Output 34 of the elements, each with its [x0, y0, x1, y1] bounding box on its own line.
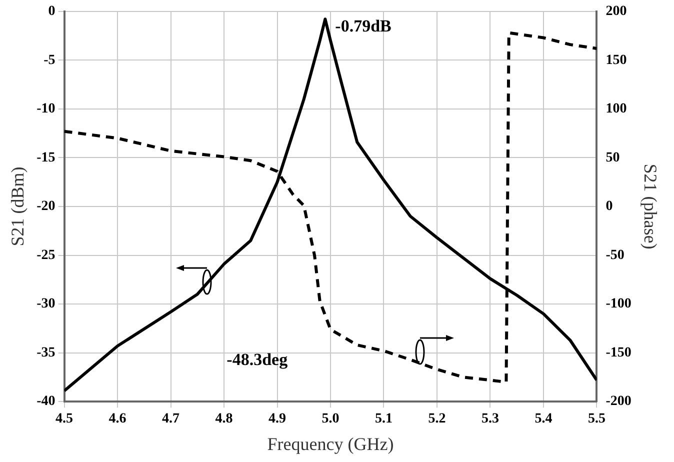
y-tick-label: -40 [36, 394, 56, 410]
x-tick-label: 4.5 [56, 412, 74, 427]
y-axis-title: S21 (dBm) [8, 166, 28, 246]
y2-tick-label: 50 [606, 150, 620, 166]
y-tick-label: -20 [36, 199, 56, 214]
x-tick-label: 5.1 [375, 412, 392, 427]
x-tick-label: 4.8 [215, 412, 233, 427]
y-tick-label: -35 [36, 345, 56, 360]
x-tick-label: 5.3 [481, 412, 499, 427]
y-tick-label: 0 [48, 4, 56, 20]
x-tick-label: 4.6 [108, 412, 126, 427]
x-axis-title: Frequency (GHz) [267, 434, 394, 454]
y2-tick-label: -150 [606, 345, 632, 360]
y2-tick-label: -200 [606, 394, 632, 410]
y-tick-label: -15 [36, 150, 56, 166]
y2-axis-title: S21 (phase) [640, 164, 660, 250]
y2-tick-label: 150 [606, 52, 627, 68]
y2-tick-label: 200 [606, 4, 627, 20]
x-tick-label: 4.9 [268, 412, 286, 427]
y-tick-label: -25 [36, 248, 56, 263]
annotation: -48.3deg [226, 350, 288, 370]
y-tick-label: -30 [36, 296, 56, 312]
x-tick-label: 5.4 [534, 412, 552, 427]
x-tick-label: 4.7 [162, 412, 180, 427]
x-tick-label: 5.0 [322, 412, 340, 427]
y-tick-label: -5 [44, 52, 56, 68]
y2-tick-label: -100 [606, 296, 632, 312]
annotation: -0.79dB [335, 16, 392, 36]
y2-tick-label: 100 [606, 102, 627, 117]
y2-tick-label: 0 [606, 199, 613, 214]
y-tick-label: -10 [36, 102, 56, 117]
x-tick-label: 5.2 [428, 412, 446, 427]
x-tick-label: 5.5 [588, 412, 606, 427]
y2-tick-label: -50 [606, 248, 624, 263]
